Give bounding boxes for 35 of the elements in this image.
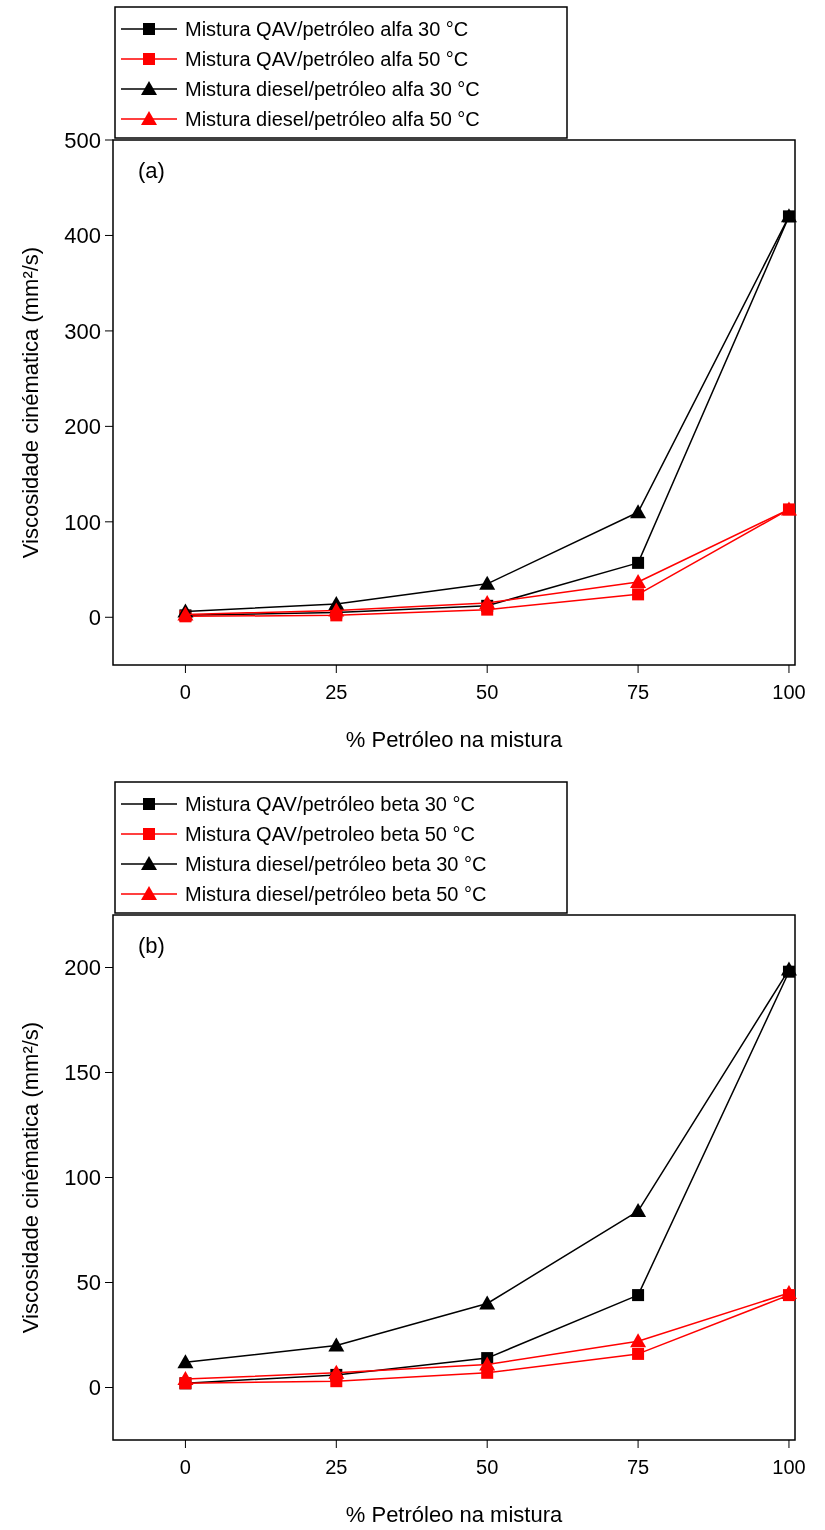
y-axis-title: Viscosidade cinématica (mm²/s) <box>18 246 43 559</box>
legend-label: Mistura QAV/petróleo beta 30 °C <box>185 793 475 815</box>
y-tick-label: 500 <box>64 127 101 153</box>
y-tick-label: 300 <box>64 318 101 344</box>
x-tick-label: 100 <box>772 1456 806 1478</box>
y-tick-label: 0 <box>88 1375 101 1401</box>
x-tick-label: 100 <box>772 681 806 703</box>
x-tick-label: 50 <box>476 681 499 703</box>
x-tick-label: 50 <box>476 1456 499 1478</box>
y-tick-label: 0 <box>88 604 101 630</box>
x-tick-label: 75 <box>626 681 650 703</box>
x-axis-title: % Petróleo na mistura <box>345 1502 563 1527</box>
x-axis-title: % Petróleo na mistura <box>345 727 563 752</box>
legend-label: Mistura diesel/petróleo beta 30 °C <box>185 853 487 875</box>
legend-label: Mistura diesel/petróleo alfa 50 °C <box>185 108 480 130</box>
y-axis-title: Viscosidade cinématica (mm²/s) <box>18 1021 43 1334</box>
x-tick-label: 75 <box>626 1456 650 1478</box>
y-tick-label: 100 <box>64 1165 101 1191</box>
annotation: (a) <box>138 158 165 183</box>
y-tick-label: 200 <box>64 955 101 981</box>
legend-label: Mistura QAV/petróleo alfa 50 °C <box>185 48 469 70</box>
y-tick-label: 400 <box>64 223 101 249</box>
x-tick-label: 25 <box>325 1456 348 1478</box>
y-tick-label: 150 <box>64 1060 101 1086</box>
x-tick-label: 25 <box>325 681 348 703</box>
legend-label: Mistura QAV/petroleo beta 50 °C <box>185 823 475 845</box>
legend-label: Mistura diesel/petróleo beta 50 °C <box>185 883 487 905</box>
legend-label: Mistura diesel/petróleo alfa 30 °C <box>185 78 480 100</box>
annotation: (b) <box>138 933 165 958</box>
y-tick-label: 100 <box>64 509 101 535</box>
y-tick-label: 50 <box>76 1270 101 1296</box>
y-tick-label: 200 <box>64 414 101 440</box>
x-tick-label: 0 <box>179 681 191 703</box>
x-tick-label: 0 <box>179 1456 191 1478</box>
legend-label: Mistura QAV/petróleo alfa 30 °C <box>185 18 469 40</box>
